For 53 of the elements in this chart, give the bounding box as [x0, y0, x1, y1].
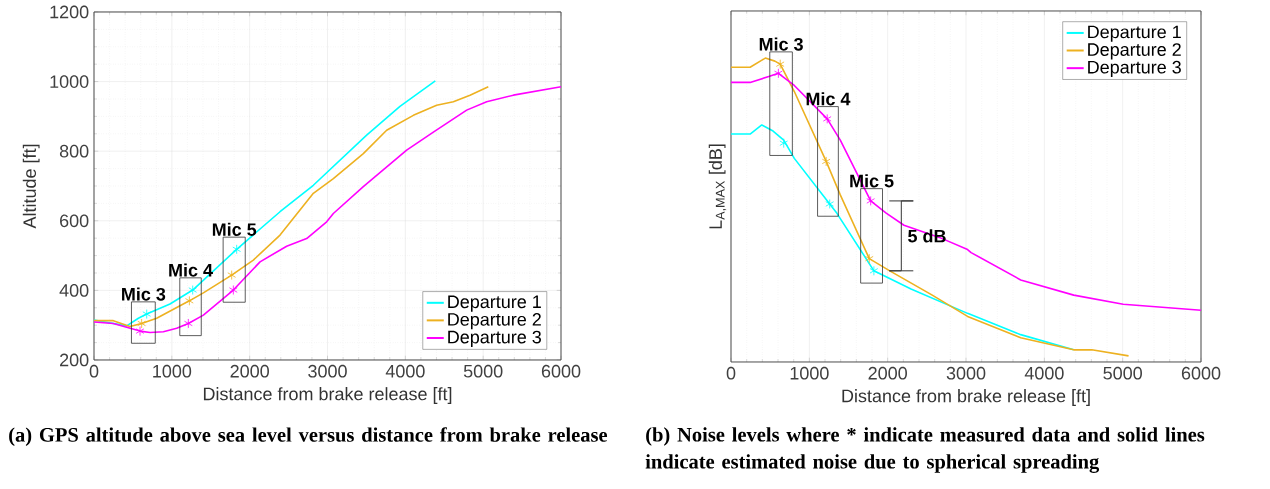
point: [779, 138, 789, 149]
x-tick-label: 2000: [230, 364, 269, 378]
x-tick-label: 5000: [463, 364, 503, 378]
point: [822, 113, 832, 124]
annotation: Mic 4: [169, 263, 213, 277]
line-series: [93, 80, 437, 327]
point: [864, 253, 874, 264]
x-tick-label: 1000: [153, 364, 192, 378]
legend-label: Departure 1: [1088, 25, 1181, 42]
point: [232, 244, 241, 255]
x-tick-label: 3000: [946, 366, 986, 380]
y-tick-label: 600: [60, 214, 89, 228]
y-tick-label: 1200: [50, 5, 89, 19]
legend-label: Departure 3: [1088, 60, 1181, 78]
y-tick-label: 200: [60, 353, 89, 367]
x-tick-label: 3000: [308, 364, 347, 378]
legend-label: Departure 2: [1088, 43, 1181, 60]
legend-label: Departure 1: [448, 295, 541, 312]
y-tick-label: 400: [59, 284, 89, 297]
x-tick-label: 0: [726, 366, 736, 380]
x-tick-label: 4000: [1024, 366, 1064, 380]
annotation: Mic 5: [212, 222, 257, 236]
point: [184, 318, 193, 329]
point: [825, 199, 835, 209]
point: [229, 285, 238, 295]
annotation: Mic 4: [806, 92, 851, 106]
point: [775, 59, 785, 70]
y-axis-title: Altitude [ft]: [22, 144, 40, 229]
legend-label: Departure 2: [448, 313, 541, 330]
x-tick-label: 5000: [1103, 366, 1142, 380]
point: [185, 295, 194, 306]
x-axis-title: Distance from brake release [ft]: [842, 389, 1090, 406]
x-tick-label: 6000: [1181, 366, 1221, 380]
annotation: Mic 3: [122, 287, 166, 301]
text: (b) Noise levels where * indicate measured data and solid lines indicate estimated noise due to spherical spreading: [645, 427, 1205, 473]
point: [821, 156, 831, 167]
y-tick-label: 800: [59, 144, 89, 158]
text: (a) GPS altitude above sea level versus distance from brake release: [9, 427, 608, 446]
x-tick-label: 2000: [868, 366, 907, 380]
y-tick-label: 1000: [50, 75, 89, 88]
text: Mic 3: [759, 37, 803, 51]
x-axis-title: Distance from brake release [ft]: [203, 387, 452, 404]
point: [774, 68, 783, 79]
point: [227, 270, 236, 280]
x-tick-label: 4000: [385, 364, 425, 378]
x-tick-label: 0: [89, 364, 99, 378]
point: [188, 285, 197, 295]
x-tick-label: 1000: [790, 366, 829, 380]
legend-label: Departure 3: [448, 330, 541, 347]
y-axis-title: L$_{A,MAX}$ [dB]: [708, 144, 727, 229]
x-tick-label: 6000: [541, 364, 581, 378]
point: [869, 265, 879, 276]
point: [866, 196, 875, 206]
